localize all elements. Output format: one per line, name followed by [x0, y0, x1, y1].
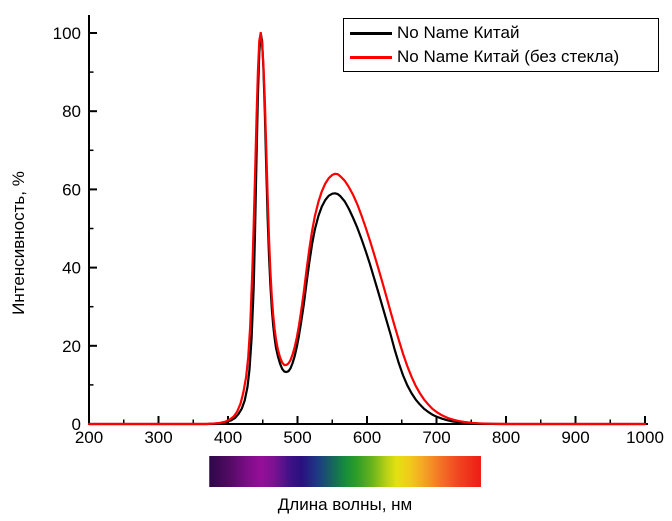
x-tick-label: 400 — [214, 428, 242, 447]
legend-item: No Name Китай — [350, 21, 652, 45]
x-tick-label: 600 — [353, 428, 381, 447]
x-tick-label: 200 — [75, 428, 103, 447]
x-tick-label: 300 — [144, 428, 172, 447]
x-tick-label: 1000 — [626, 428, 664, 447]
y-tick-label: 0 — [72, 415, 81, 434]
y-tick-label: 60 — [62, 180, 81, 199]
y-tick-label: 100 — [53, 24, 81, 43]
wavelength-spectrum-colorbar — [209, 456, 481, 487]
x-tick-label: 900 — [561, 428, 589, 447]
legend-item: No Name Китай (без стекла) — [350, 45, 652, 69]
y-axis-title: Интенсивность, % — [9, 171, 28, 315]
y-tick-label: 80 — [62, 102, 81, 121]
spectrum-curve-1 — [87, 31, 647, 426]
legend-line-sample-red — [350, 55, 392, 59]
x-axis-title: Длина волны, нм — [277, 495, 413, 514]
legend-label: No Name Китай (без стекла) — [397, 47, 620, 66]
x-tick-label: 800 — [492, 428, 520, 447]
y-tick-label: 20 — [62, 337, 81, 356]
legend-line-sample-black — [350, 31, 392, 35]
x-tick-label: 700 — [422, 428, 450, 447]
y-tick-label: 40 — [62, 259, 81, 278]
x-tick-label: 500 — [283, 428, 311, 447]
legend: No Name Китай No Name Китай (без стекла) — [343, 18, 659, 72]
legend-label: No Name Китай — [397, 23, 520, 42]
